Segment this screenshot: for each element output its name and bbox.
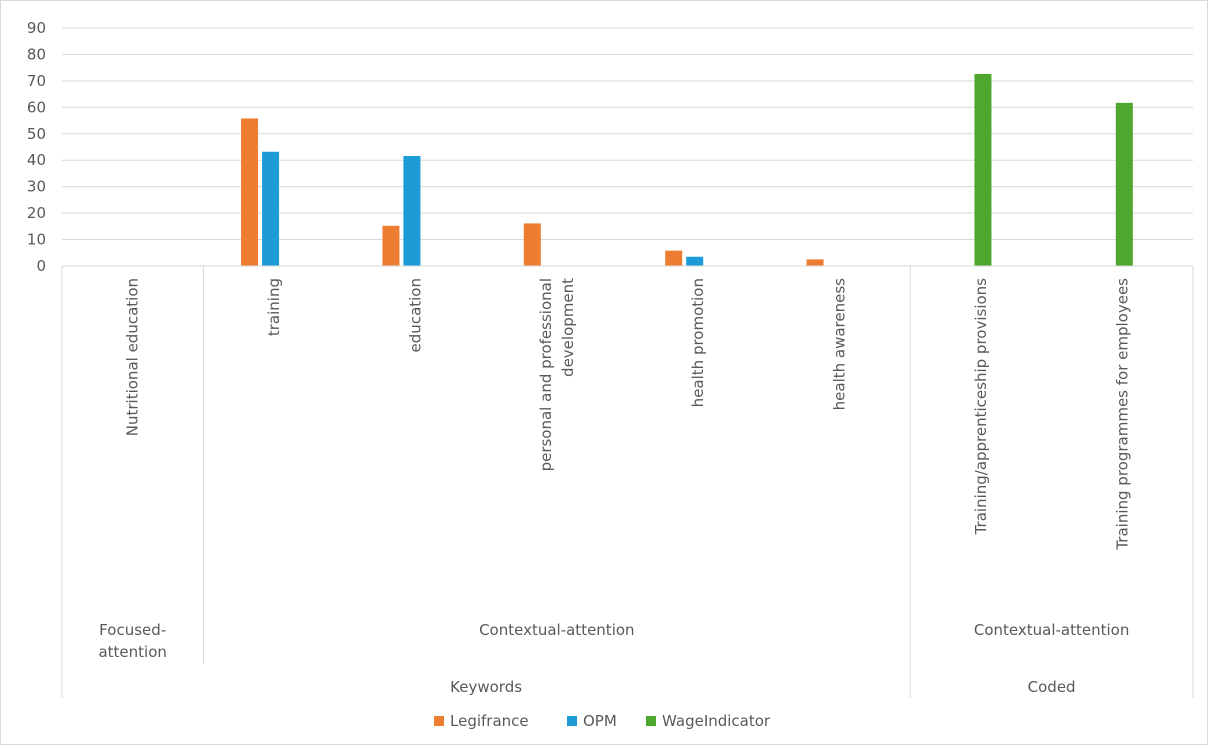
y-tick-label: 80 bbox=[27, 45, 46, 63]
category-label: Training programmes for employees bbox=[1113, 278, 1131, 551]
bar-legifrance bbox=[382, 225, 400, 266]
category-label: personal and professional development bbox=[537, 278, 577, 472]
category-label-line: training bbox=[265, 278, 283, 336]
legend-swatch-wageindicator bbox=[646, 716, 656, 726]
group-label-line: attention bbox=[98, 643, 166, 661]
group-label-level2: Keywords bbox=[450, 678, 522, 696]
category-label-line: health promotion bbox=[689, 278, 707, 407]
category-label: Training/apprenticeship provisions bbox=[972, 278, 990, 536]
bar-wageindicator bbox=[1115, 102, 1133, 267]
y-tick-label: 30 bbox=[27, 178, 46, 196]
y-tick-label: 60 bbox=[27, 98, 46, 116]
category-label: Nutritional education bbox=[124, 278, 142, 436]
group-label-line: Contextual-attention bbox=[974, 621, 1129, 639]
group-label-level1: Contextual-attention bbox=[974, 621, 1129, 639]
category-label-line: health awareness bbox=[831, 278, 849, 411]
y-tick-label: 50 bbox=[27, 125, 46, 143]
category-axis bbox=[61, 265, 1194, 698]
category-label: health promotion bbox=[689, 278, 707, 407]
category-label-line: personal and professional bbox=[537, 278, 555, 471]
category-label-line: education bbox=[406, 278, 424, 352]
bar-opm bbox=[686, 256, 704, 266]
category-labels: Nutritional education training education pe… bbox=[124, 278, 1132, 551]
category-label: education bbox=[406, 278, 424, 352]
bars bbox=[241, 74, 1133, 267]
y-tick-label: 90 bbox=[27, 19, 46, 37]
group-label-level1: Focused-attention bbox=[98, 621, 166, 661]
group-label-level1: Contextual-attention bbox=[479, 621, 634, 639]
legend-swatch-legifrance bbox=[434, 716, 444, 726]
y-tick-label: 20 bbox=[27, 204, 46, 222]
category-label-line: Training/apprenticeship provisions bbox=[972, 278, 990, 536]
bar-legifrance bbox=[665, 250, 683, 266]
bar-wageindicator bbox=[974, 74, 992, 266]
category-label: health awareness bbox=[831, 278, 849, 411]
group-labels: Focused-attention Contextual-attention Con… bbox=[98, 621, 1129, 696]
bar-legifrance bbox=[523, 223, 541, 266]
bar-opm bbox=[403, 155, 421, 266]
bar-opm bbox=[262, 151, 280, 266]
legend-label: Legifrance bbox=[450, 712, 529, 730]
category-label-line: development bbox=[559, 278, 577, 377]
legend-label: WageIndicator bbox=[662, 712, 771, 730]
group-label-line: Contextual-attention bbox=[479, 621, 634, 639]
group-label-level2: Coded bbox=[1028, 678, 1076, 696]
gridlines bbox=[62, 27, 1193, 241]
bar-legifrance bbox=[241, 118, 259, 266]
y-tick-label: 0 bbox=[36, 257, 46, 275]
group-label-line: Focused- bbox=[99, 621, 166, 639]
legend-swatch-opm bbox=[567, 716, 577, 726]
bar-legifrance bbox=[806, 259, 824, 266]
legend-label: OPM bbox=[583, 712, 617, 730]
y-tick-label: 70 bbox=[27, 72, 46, 90]
y-axis-ticks: 0 10 20 30 40 50 60 70 80 90 bbox=[27, 19, 46, 275]
legend: Legifrance OPM WageIndicator bbox=[434, 712, 771, 730]
y-tick-label: 10 bbox=[27, 231, 46, 249]
category-label-line: Nutritional education bbox=[124, 278, 142, 436]
category-label: training bbox=[265, 278, 283, 336]
y-tick-label: 40 bbox=[27, 151, 46, 169]
category-label-line: Training programmes for employees bbox=[1113, 278, 1131, 551]
